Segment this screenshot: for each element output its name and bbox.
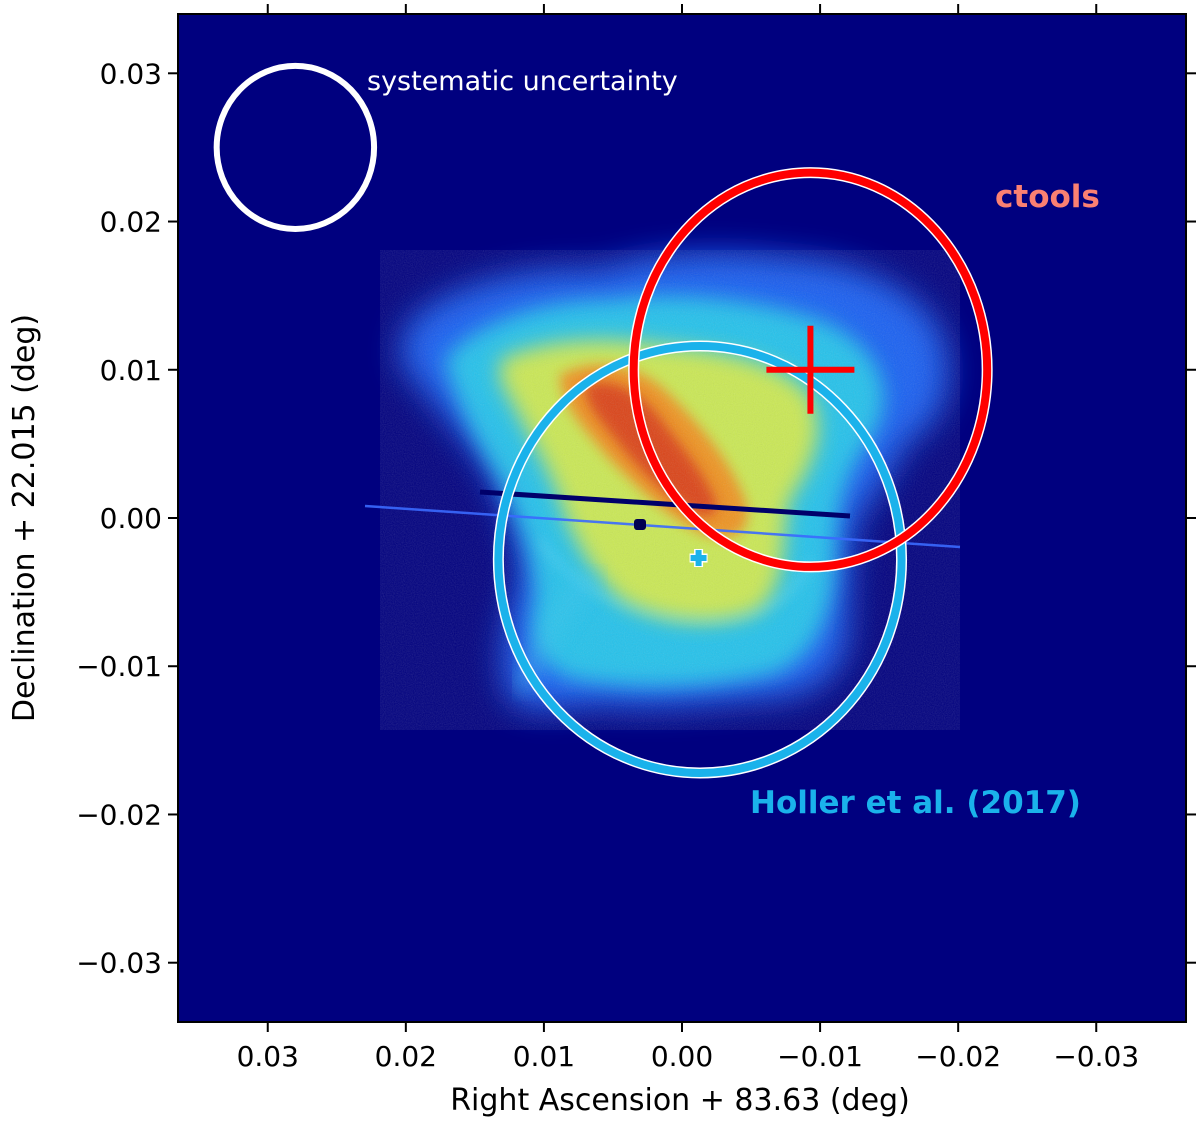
y-tick-label: −0.01 [76,650,162,683]
y-tick-label: −0.02 [76,798,162,831]
nebula-image [364,250,961,730]
pulsar-marker [689,549,708,568]
y-axis-title: Declination + 22.015 (deg) [7,314,42,722]
x-tick-label: −0.02 [915,1040,1001,1073]
y-tick-label: 0.03 [100,57,162,90]
x-tick-label: −0.03 [1053,1040,1139,1073]
annotation-layer [213,62,993,779]
ctools-label: ctools [995,179,1100,215]
y-tick-label: 0.02 [100,206,162,239]
x-tick-label: −0.01 [777,1040,863,1073]
ctools-position-cross [766,325,855,414]
y-tick-label: 0.00 [100,502,162,535]
readout-streak-dark [479,489,851,519]
holler-ellipse [494,342,906,777]
systematic-uncertainty-label: systematic uncertainty [367,66,678,97]
x-tick-label: 0.03 [237,1040,299,1073]
x-tick-label: 0.02 [375,1040,437,1073]
systematic-uncertainty-circle [213,62,378,232]
ctools-ellipse [629,168,992,571]
holler-label: Holler et al. (2017) [750,785,1081,821]
y-tick-label: 0.01 [100,354,162,387]
readout-streak-light [364,504,961,549]
x-axis-title: Right Ascension + 83.63 (deg) [450,1083,910,1118]
axes-layer: 0.03 0.02 0.01 0.00 −0.01 −0.02 −0.03 0.03 0.02 0… [76,4,1196,1073]
x-tick-label: 0.01 [513,1040,575,1073]
plot-frame [177,13,1187,1023]
x-tick-label: 0.00 [651,1040,713,1073]
y-tick-label: −0.03 [76,947,162,980]
dark-blob [634,519,646,530]
